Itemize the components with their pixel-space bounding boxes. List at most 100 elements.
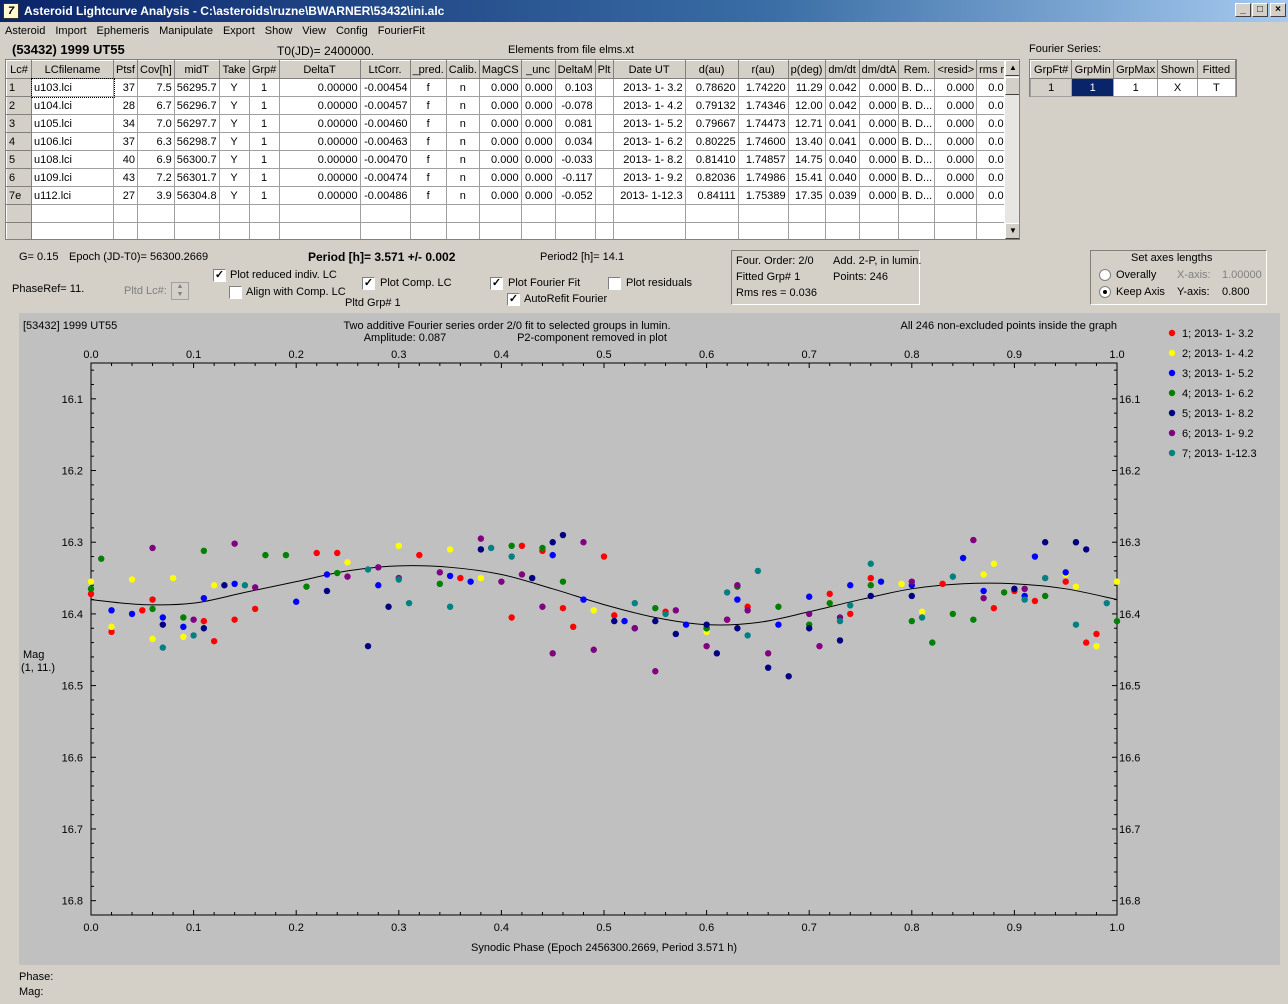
lc-cell[interactable]: 0.78620 <box>684 78 739 97</box>
menu-config[interactable]: Config <box>335 25 368 37</box>
lc-cell[interactable]: f <box>409 186 447 205</box>
fourier-col-fitted[interactable]: Fitted <box>1196 60 1237 79</box>
lc-cell[interactable]: 0.000 <box>520 168 556 187</box>
lc-col-header[interactable]: <resid> <box>934 60 978 79</box>
lc-cell[interactable] <box>359 204 411 223</box>
lc-cell[interactable]: 17.35 <box>787 186 826 205</box>
align-comp-checkbox[interactable] <box>229 286 242 299</box>
fourier-cell-fitted[interactable]: T <box>1196 78 1237 97</box>
lc-cell[interactable]: 0.000 <box>934 96 978 115</box>
lc-cell[interactable] <box>684 222 739 239</box>
lc-cell[interactable]: 7.2 <box>137 168 175 187</box>
lc-cell[interactable]: 56298.7 <box>173 132 220 151</box>
lc-cell[interactable] <box>113 222 138 239</box>
fourier-col-shown[interactable]: Shown <box>1157 60 1198 79</box>
lc-cell[interactable]: 0.000 <box>520 96 556 115</box>
fourier-cell-shown[interactable]: X <box>1157 78 1198 97</box>
lc-cell[interactable]: 56300.7 <box>173 150 220 169</box>
lc-row-header[interactable]: 3 <box>6 114 32 133</box>
lc-cell[interactable]: 0.000 <box>520 78 556 97</box>
lc-cell[interactable] <box>409 222 447 239</box>
lc-cell[interactable] <box>31 222 114 239</box>
lc-cell[interactable] <box>520 204 556 223</box>
menu-asteroid[interactable]: Asteroid <box>5 25 46 37</box>
lc-cell[interactable] <box>612 204 686 223</box>
lc-table-row[interactable] <box>6 222 1019 239</box>
lc-cell[interactable]: 27 <box>113 186 138 205</box>
fourier-col-grpft[interactable]: GrpFt# <box>1029 60 1073 79</box>
lc-cell[interactable]: 0.000 <box>858 168 900 187</box>
menu-view[interactable]: View <box>302 25 326 37</box>
lc-cell[interactable] <box>218 204 250 223</box>
lc-col-header[interactable]: dm/dtA <box>858 60 900 79</box>
lc-cell[interactable]: 0.000 <box>934 78 978 97</box>
lc-cell[interactable]: Y <box>218 96 250 115</box>
lc-cell[interactable]: 28 <box>113 96 138 115</box>
lc-col-header[interactable]: LCfilename <box>31 60 114 79</box>
lc-cell[interactable]: 56304.8 <box>173 186 220 205</box>
lc-cell[interactable]: 13.40 <box>787 132 826 151</box>
lc-cell[interactable] <box>594 132 614 151</box>
lc-cell[interactable]: 56297.7 <box>173 114 220 133</box>
lc-cell[interactable] <box>278 222 361 239</box>
plot-fourier-checkbox[interactable]: ✓ <box>490 277 503 290</box>
lc-cell[interactable]: 0.79667 <box>684 114 739 133</box>
lc-cell[interactable]: B. D... <box>898 132 936 151</box>
lc-cell[interactable] <box>594 204 614 223</box>
fourier-cell-grpft[interactable]: 1 <box>1029 78 1073 97</box>
lc-cell[interactable]: 3.9 <box>137 186 175 205</box>
lc-cell[interactable]: u112.lci <box>31 186 114 205</box>
lc-cell[interactable]: 0.00000 <box>278 168 361 187</box>
lc-cell[interactable]: f <box>409 150 447 169</box>
lc-cell[interactable]: 0.040 <box>824 168 860 187</box>
lc-cell[interactable] <box>594 96 614 115</box>
menu-import[interactable]: Import <box>55 25 87 37</box>
lc-cell[interactable]: 2013- 1- 9.2 <box>612 168 686 187</box>
lc-cell[interactable]: B. D... <box>898 78 936 97</box>
lc-cell[interactable] <box>858 204 900 223</box>
lc-cell[interactable]: -0.078 <box>554 96 596 115</box>
lc-row-header[interactable]: 1 <box>6 78 32 97</box>
lc-cell[interactable]: 0.000 <box>934 168 978 187</box>
lc-cell[interactable]: 1 <box>248 78 280 97</box>
lc-table-row[interactable]: 2 u104.lci 28 6.7 56296.7 Y 1 0.00000 -0.00457 f n… <box>6 96 1019 115</box>
fourier-col-grpmax[interactable]: GrpMax <box>1113 60 1159 79</box>
lc-cell[interactable] <box>737 204 789 223</box>
lc-cell[interactable]: 37 <box>113 78 138 97</box>
lc-cell[interactable]: 0.040 <box>824 150 860 169</box>
lc-cell[interactable] <box>554 222 596 239</box>
lc-cell[interactable]: -0.00463 <box>359 132 411 151</box>
lc-cell[interactable]: 0.000 <box>858 186 900 205</box>
lc-cell[interactable] <box>594 168 614 187</box>
lc-cell[interactable] <box>359 222 411 239</box>
lc-cell[interactable]: 0.034 <box>554 132 596 151</box>
lc-cell[interactable]: Y <box>218 150 250 169</box>
lc-cell[interactable]: 1.74473 <box>737 114 789 133</box>
lc-cell[interactable]: 1 <box>248 150 280 169</box>
lc-cell[interactable]: 2013- 1-12.3 <box>612 186 686 205</box>
lc-cell[interactable]: 1 <box>248 186 280 205</box>
lc-cell[interactable]: f <box>409 96 447 115</box>
lc-cell[interactable] <box>554 204 596 223</box>
lc-row-header[interactable]: 4 <box>6 132 32 151</box>
plot-reduced-checkbox[interactable]: ✓ <box>213 269 226 282</box>
lc-cell[interactable]: 6.7 <box>137 96 175 115</box>
lc-cell[interactable]: 0.000 <box>520 132 556 151</box>
lc-cell[interactable]: n <box>445 150 480 169</box>
lc-cell[interactable] <box>934 204 978 223</box>
lc-cell[interactable]: n <box>445 132 480 151</box>
lc-cell[interactable]: 12.71 <box>787 114 826 133</box>
lc-table-row[interactable] <box>6 204 1019 223</box>
lc-col-header[interactable]: midT <box>173 60 220 79</box>
lc-cell[interactable] <box>248 204 280 223</box>
lc-cell[interactable]: Y <box>218 132 250 151</box>
lc-cell[interactable]: 1.74600 <box>737 132 789 151</box>
lc-cell[interactable]: u103.lci <box>30 77 115 98</box>
lc-cell[interactable]: 56295.7 <box>173 78 220 97</box>
lc-cell[interactable]: B. D... <box>898 150 936 169</box>
lc-col-header[interactable]: Lc# <box>6 60 32 79</box>
lc-cell[interactable]: 0.039 <box>824 186 860 205</box>
lc-cell[interactable]: 0.042 <box>824 96 860 115</box>
lc-cell[interactable]: -0.052 <box>554 186 596 205</box>
plot-residuals-checkbox[interactable] <box>608 277 621 290</box>
